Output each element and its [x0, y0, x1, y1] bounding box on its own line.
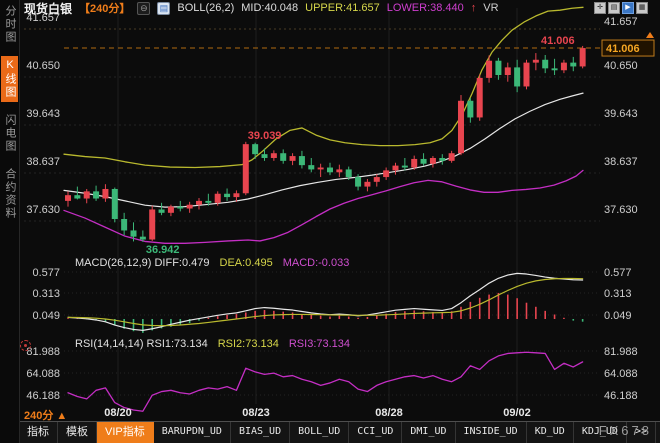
svg-text:38.637: 38.637	[604, 156, 638, 168]
svg-text:0.049: 0.049	[32, 310, 60, 322]
toolbar-layout-icon[interactable]: ▤	[608, 2, 620, 14]
date-tick: 08/28	[375, 407, 403, 419]
svg-text:39.039: 39.039	[248, 130, 282, 142]
date-tick: 08/23	[242, 407, 270, 419]
sidebar-item-lightning[interactable]: 闪电图	[4, 114, 16, 153]
boll-lower-value: LOWER:38.440	[386, 2, 464, 14]
tab-boll-ud[interactable]: BOLL_UD	[290, 422, 350, 443]
toolbar-move-icon[interactable]: ✛	[594, 2, 606, 14]
date-tick: 09/02	[503, 407, 531, 419]
toolbar-chart-type-icon[interactable]: ▶	[622, 2, 634, 14]
toolbar-grid-icon[interactable]: ▦	[636, 2, 648, 14]
svg-text:64.088: 64.088	[604, 368, 638, 380]
svg-text:0.313: 0.313	[604, 288, 632, 300]
tab-bias-ud[interactable]: BIAS_UD	[231, 422, 291, 443]
price-up-arrow-icon	[646, 32, 654, 39]
svg-text:0.049: 0.049	[604, 310, 632, 322]
tab-more[interactable]: >>	[627, 422, 656, 443]
svg-text:0.577: 0.577	[32, 267, 60, 279]
rsi3-value: RSI3:73.134	[288, 338, 351, 350]
svg-text:81.988: 81.988	[26, 346, 60, 358]
svg-text:36.942: 36.942	[146, 244, 180, 256]
svg-text:37.630: 37.630	[604, 204, 638, 216]
sidebar-item-timeshare[interactable]: 分时图	[4, 5, 16, 44]
rsi-panel-title: RSI(14,14,14) RSI1:73.134 RSI2:73.134 RS…	[75, 338, 350, 350]
svg-text:37.630: 37.630	[26, 204, 60, 216]
drawing-marker-icon[interactable]	[20, 340, 31, 351]
chart-header: 现货白银 【240分】 ⊖ ▤ BOLL(26,2) MID:40.048 UP…	[24, 1, 499, 16]
macd-dea-value: DEA:0.495	[219, 257, 273, 269]
tab-dmi-ud[interactable]: DMI_UD	[402, 422, 456, 443]
svg-text:46.188: 46.188	[26, 390, 60, 402]
tab-inside-ud[interactable]: INSIDE_UD	[456, 422, 527, 443]
period-label[interactable]: 【240分】	[79, 3, 131, 15]
tab-vip-indicators[interactable]: VIP指标	[97, 422, 154, 443]
vr-indicator-label: VR	[483, 2, 499, 14]
svg-text:81.988: 81.988	[604, 346, 638, 358]
tab-cci-ud[interactable]: CCI_UD	[349, 422, 403, 443]
last-price-box	[601, 39, 655, 57]
rsi1-value: RSI(14,14,14) RSI1:73.134	[75, 338, 208, 350]
macd-panel-title: MACD(26,12,9) DIFF:0.479 DEA:0.495 MACD:…	[75, 257, 349, 269]
svg-text:40.650: 40.650	[604, 60, 638, 72]
macd-hist-value: MACD:-0.033	[282, 257, 350, 269]
indicator-settings-icon[interactable]: ▤	[157, 1, 171, 15]
tab-kdj-ud[interactable]: KDJ_UD	[574, 422, 627, 443]
tab-barupdn-ud[interactable]: BARUPDN_UD	[154, 422, 231, 443]
boll-label: BOLL(26,2)	[177, 2, 235, 14]
boll-mid-value: MID:40.048	[241, 2, 299, 14]
tab-templates[interactable]: 模板	[58, 422, 97, 443]
svg-text:41.657: 41.657	[26, 12, 60, 24]
indicator-tab-bar: 指标 模板 VIP指标 BARUPDN_UD BIAS_UD BOLL_UD C…	[19, 421, 660, 443]
period-selector[interactable]: 240分 ▲	[24, 410, 68, 422]
svg-text:39.643: 39.643	[26, 108, 60, 120]
tab-indicators[interactable]: 指标	[19, 422, 58, 443]
fx678-watermark: FX678	[598, 423, 652, 438]
svg-text:64.088: 64.088	[26, 368, 60, 380]
up-arrow-icon: ↑	[470, 2, 477, 14]
symbol-name: 现货白银	[24, 1, 73, 16]
svg-text:41.006: 41.006	[541, 35, 575, 47]
boll-upper-value: UPPER:41.657	[305, 2, 380, 14]
chart-type-sidebar: 分时图 K线图 闪电图 合约资料	[0, 0, 20, 443]
tab-kd-ud[interactable]: KD_UD	[527, 422, 574, 443]
svg-text:41.657: 41.657	[604, 16, 638, 28]
rsi2-value: RSI2:73.134	[217, 338, 279, 350]
date-tick: 08/20	[104, 407, 132, 419]
sidebar-item-contract-info[interactable]: 合约资料	[4, 168, 16, 220]
macd-diff-value: MACD(26,12,9) DIFF:0.479	[75, 257, 210, 269]
sidebar-item-kline[interactable]: K线图	[1, 56, 18, 102]
svg-text:39.643: 39.643	[604, 108, 638, 120]
chart-toolbar: ✛ ▤ ▶ ▦	[594, 2, 648, 14]
svg-text:0.313: 0.313	[32, 288, 60, 300]
svg-text:0.577: 0.577	[604, 267, 632, 279]
svg-text:46.188: 46.188	[604, 390, 638, 402]
caret-up-icon: ▲	[56, 410, 68, 422]
svg-text:40.650: 40.650	[26, 60, 60, 72]
collapse-icon[interactable]: ⊖	[137, 1, 151, 15]
svg-text:38.637: 38.637	[26, 156, 60, 168]
svg-text:41.006: 41.006	[606, 43, 640, 55]
